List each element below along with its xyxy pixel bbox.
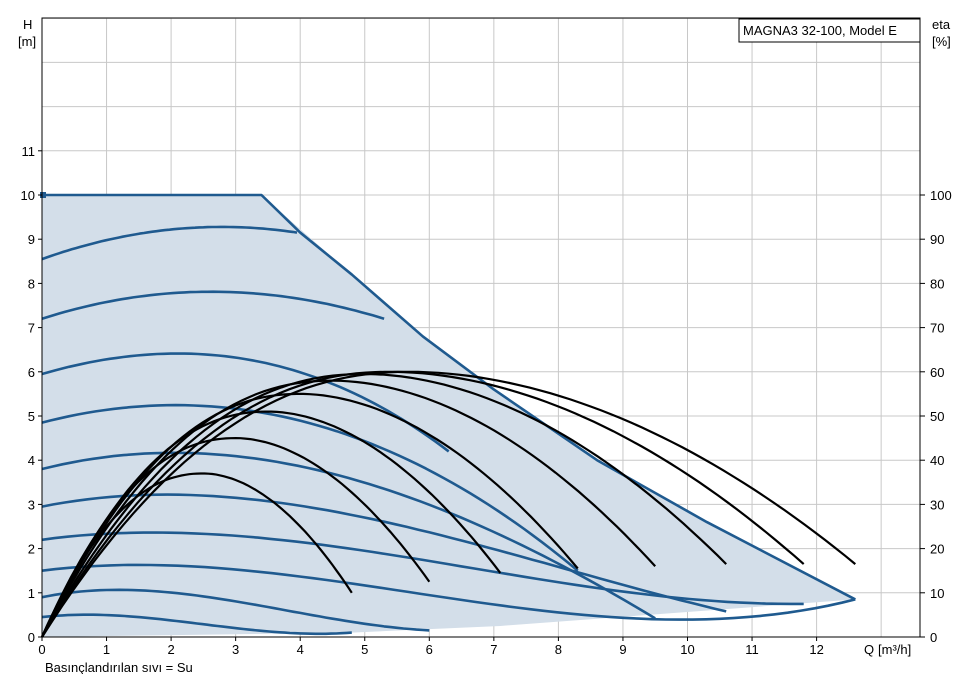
y-left-tick-label: 1 — [28, 586, 35, 601]
x-tick-label: 11 — [745, 642, 759, 657]
x-tick-label: 4 — [297, 642, 304, 657]
y-right-tick-label: 10 — [930, 586, 944, 601]
head-curve — [41, 290, 385, 321]
eta-curve — [41, 372, 727, 638]
y-left-tick-label: 11 — [22, 144, 36, 159]
head-curve — [41, 588, 430, 632]
y-left-tick-label: 0 — [28, 630, 35, 645]
y-right-tick-label: 40 — [930, 453, 944, 468]
eta-curve — [41, 410, 502, 638]
y-right-tick-label: 70 — [930, 321, 944, 336]
x-tick-label: 6 — [426, 642, 433, 657]
head-curve — [41, 451, 656, 620]
tick-labels: 0 1 2 3 4 5 6 7 8 9 10 11 12012345678910110102030405… — [21, 144, 952, 657]
y-left-tick-label: 8 — [28, 276, 35, 291]
x-tick-label: 0 — [38, 642, 45, 657]
fluid-footnote: Basınçlandırılan sıvı = Su — [45, 660, 193, 674]
axes — [38, 17, 925, 641]
x-axis-name: Q — [864, 642, 874, 657]
head-curve — [42, 193, 856, 601]
operating-area — [42, 195, 856, 637]
head-curve — [41, 563, 856, 621]
y-left-tick-label: 7 — [28, 321, 35, 336]
x-tick-label: 1 — [103, 642, 110, 657]
head-curve — [41, 352, 450, 453]
y-right-tick-label: 20 — [930, 542, 944, 557]
x-tick-label: 8 — [555, 642, 562, 657]
y-left-tick-label: 9 — [28, 232, 35, 247]
eta-curve — [41, 370, 805, 638]
y-left-tick-label: 3 — [28, 497, 35, 512]
y-right-tick-label: 60 — [930, 365, 944, 380]
x-tick-label: 7 — [490, 642, 497, 657]
eta-curve — [41, 379, 657, 638]
x-tick-label: 12 — [809, 642, 823, 657]
y-left-tick-label: 6 — [28, 365, 35, 380]
chart-title: MAGNA3 32-100, Model E — [743, 23, 897, 38]
x-tick-label: 2 — [167, 642, 174, 657]
y-left-tick-label: 5 — [28, 409, 35, 424]
y-right-tick-label: 50 — [930, 409, 944, 424]
x-tick-label: 3 — [232, 642, 239, 657]
head-curve — [41, 613, 352, 636]
y-right-tick-label: 80 — [930, 276, 944, 291]
y-right-tick-label: 90 — [930, 232, 944, 247]
y-left-tick-label: 2 — [28, 542, 35, 557]
y-right-axis-unit: [%] — [932, 34, 951, 49]
eta-curves — [40, 370, 856, 638]
y-left-tick-label: 4 — [28, 453, 35, 468]
x-tick-label: 5 — [361, 642, 368, 657]
y-right-axis-name: eta — [932, 17, 951, 32]
eta-curve — [41, 370, 856, 638]
head-curve — [41, 531, 804, 606]
x-axis-unit: [m³/h] — [878, 642, 911, 657]
y-left-axis-unit: [m] — [18, 34, 36, 49]
y-left-tick-label: 10 — [21, 188, 35, 203]
y-right-tick-label: 100 — [930, 188, 952, 203]
y-left-axis-name: H — [23, 17, 32, 32]
head-curve — [41, 493, 727, 613]
operating-area-fill — [42, 195, 856, 637]
head-curves — [40, 192, 856, 636]
title-box — [738, 18, 921, 43]
x-tick-label: 10 — [680, 642, 694, 657]
y-right-tick-label: 30 — [930, 497, 944, 512]
y-right-tick-label: 0 — [930, 630, 937, 645]
head-curve — [41, 403, 579, 572]
x-tick-label: 9 — [619, 642, 626, 657]
eta-curve — [41, 392, 579, 638]
head-curve — [41, 225, 298, 261]
